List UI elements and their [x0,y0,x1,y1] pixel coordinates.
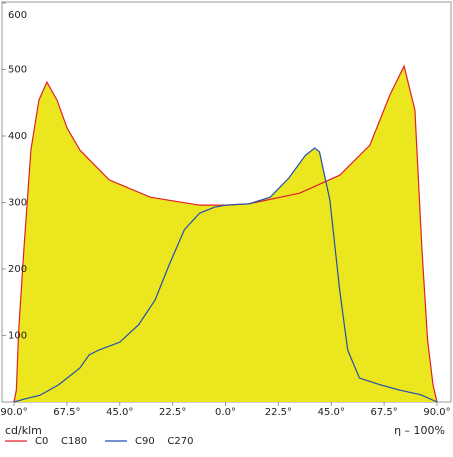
x-tick-label: 45.0° [318,407,345,418]
x-tick-label: 90.0° [423,407,450,418]
line [13,64,438,403]
unit-label: cd/klm [5,424,42,437]
y-tick-label: 100 [8,331,27,342]
y-tick-label: 400 [8,131,27,142]
area [14,147,437,402]
line [13,147,438,403]
x-tick-label: 22.5° [159,407,186,418]
x-tick-label: 22.5° [265,407,292,418]
x-tick-label: 67.5° [370,407,397,418]
y-tick-label: 500 [8,65,27,76]
x-tick-label: 0.0° [215,407,236,418]
x-tick-label: 90.0° [0,407,27,418]
y-tick-label: 300 [8,198,27,209]
x-tick-label: 67.5° [53,407,80,418]
y-tick-label: 200 [8,264,27,275]
legend-label: C90 C270 [135,436,194,447]
x-tick-label: 45.0° [106,407,133,418]
y-tick-label: 600 [8,10,27,21]
legend-label: C0 C180 [35,436,87,447]
efficiency-label: η – 100% [394,424,445,437]
